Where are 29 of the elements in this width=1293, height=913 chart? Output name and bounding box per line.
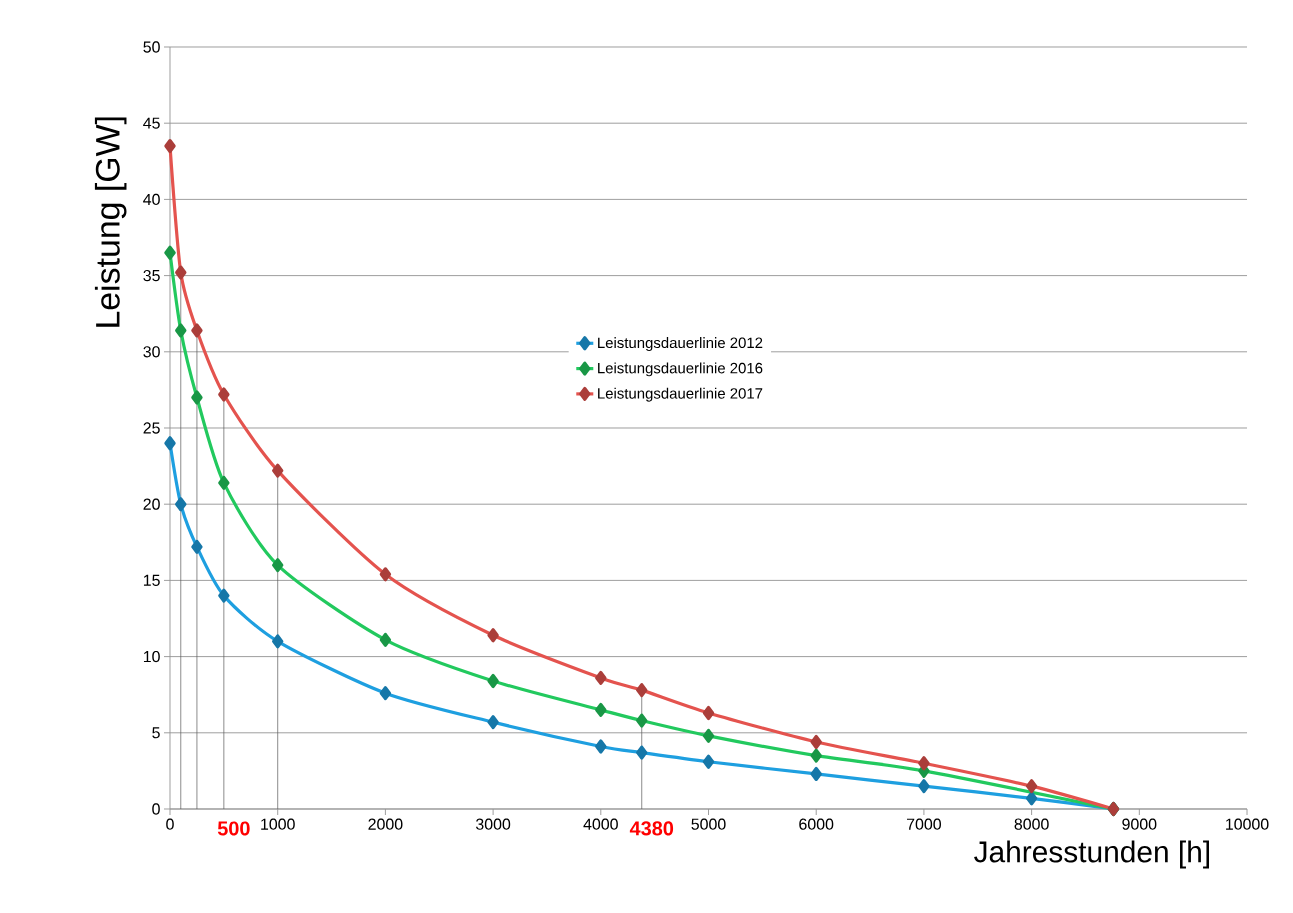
x-tick-label: 10000	[1226, 818, 1269, 830]
x-tick-label: 8000	[1014, 818, 1049, 830]
y-tick-label: 0	[152, 803, 160, 815]
y-tick-label: 40	[143, 193, 160, 206]
annotation: 500	[217, 821, 250, 836]
x-tick-label: 6000	[799, 818, 834, 830]
y-tick-label: 35	[143, 269, 160, 282]
y-tick-label: 15	[143, 574, 160, 586]
y-tick-label: 45	[143, 117, 160, 129]
legend-label: Leistungsdauerlinie 2012	[598, 337, 763, 352]
y-tick-label: 5	[152, 727, 160, 739]
annotation: 4380	[629, 821, 674, 836]
legend-label: Leistungsdauerlinie 2017	[598, 387, 763, 402]
y-tick-label: 50	[143, 41, 160, 53]
x-tick-label: 4000	[583, 818, 618, 830]
y-tick-label: 20	[143, 498, 160, 510]
x-tick-label: 3000	[475, 818, 511, 830]
x-tick-label: 9000	[1122, 818, 1157, 830]
x-tick-label: 7000	[906, 818, 941, 830]
legend-label: Leistungsdauerlinie 2016	[598, 362, 763, 377]
y-axis-title: Leistung [GW]	[94, 117, 127, 327]
x-tick-label: 2000	[368, 818, 403, 830]
y-tick-label: 30	[143, 346, 160, 358]
x-tick-label: 0	[166, 818, 174, 830]
y-tick-label: 10	[143, 650, 160, 663]
x-tick-label: 1000	[261, 818, 295, 830]
y-tick-label: 25	[143, 422, 160, 434]
x-axis-title: Jahresstunden [h]	[974, 840, 1209, 869]
x-tick-label: 5000	[691, 818, 726, 830]
